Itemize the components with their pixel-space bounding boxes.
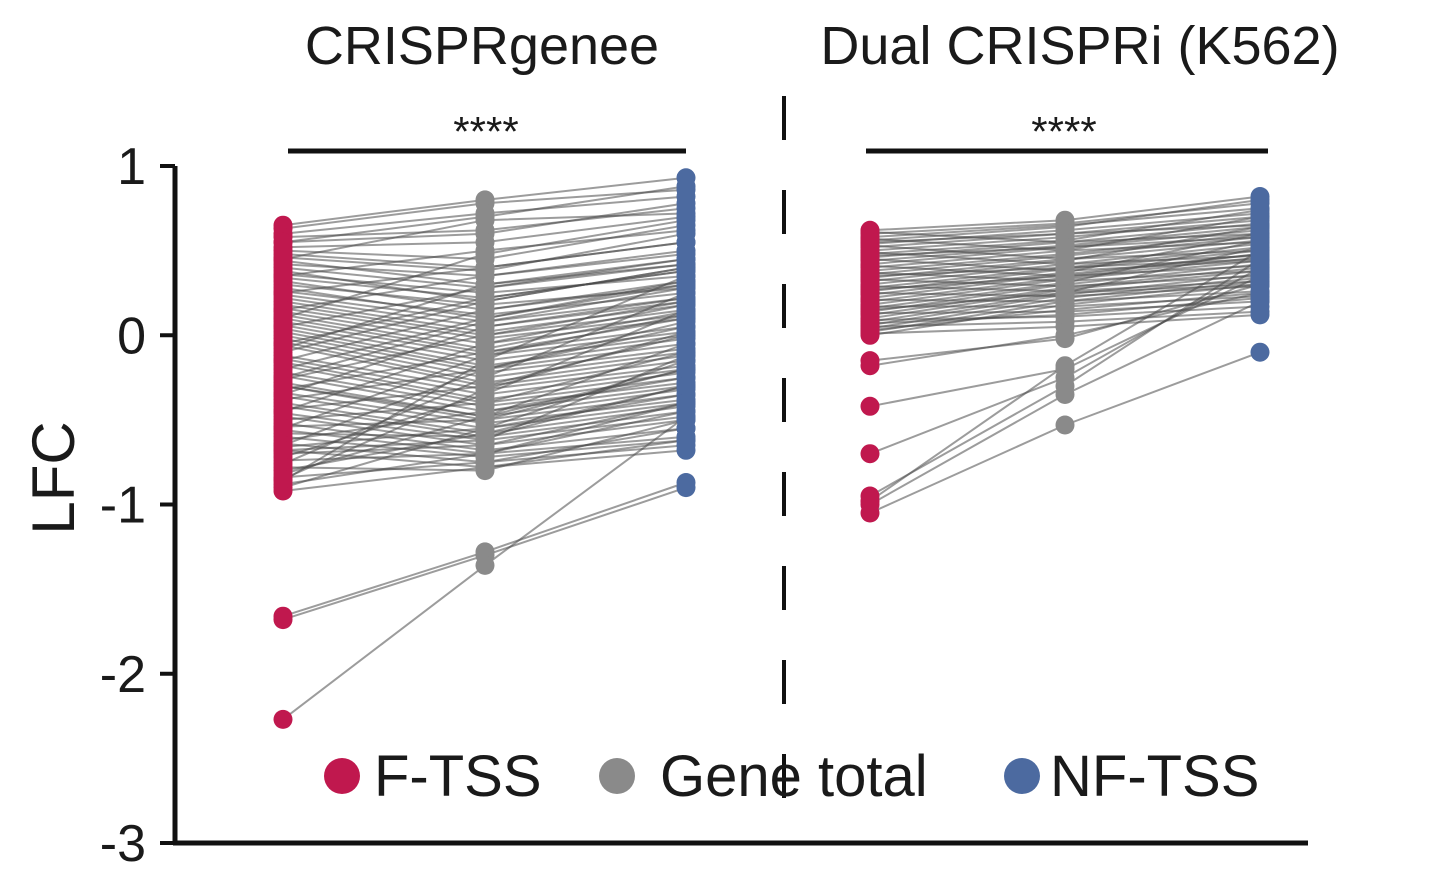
nf-tss-point (676, 210, 696, 230)
f-tss-point (273, 401, 293, 421)
f-tss-point (273, 610, 293, 630)
pair-lines (282, 176, 1261, 721)
legend-swatch-nf-tss (1004, 758, 1040, 794)
f-tss-point (860, 300, 880, 320)
y-tick-label: -3 (100, 815, 146, 873)
nf-tss-point (676, 393, 696, 413)
f-tss-point (273, 283, 293, 303)
gene-total-point (475, 457, 495, 477)
y-tick-label: -2 (100, 646, 146, 704)
nf-tss-point (676, 478, 696, 498)
nf-tss-point (1250, 227, 1270, 247)
gene-total-point (1055, 325, 1075, 345)
nf-tss-point (676, 176, 696, 196)
nf-tss-point (676, 376, 696, 396)
legend-swatch-f-tss (324, 758, 360, 794)
gene-total-point (475, 346, 495, 366)
f-tss-point (860, 396, 880, 416)
nf-tss-point (1250, 241, 1270, 261)
panel-title-2: Dual CRISPRi (K562) (820, 16, 1339, 76)
gene-total-point (1055, 237, 1075, 257)
nf-tss-point (676, 430, 696, 450)
f-tss-point (273, 440, 293, 460)
gene-total-point (475, 359, 495, 379)
gene-total-point (475, 430, 495, 450)
f-tss-point (860, 232, 880, 252)
gene-total-point (1055, 224, 1075, 244)
gene-total-point (1055, 415, 1075, 435)
y-tick-label: -1 (100, 477, 146, 535)
gene-total-point (475, 379, 495, 399)
f-tss-point (273, 232, 293, 252)
gene-total-point (1055, 385, 1075, 404)
f-tss-point (273, 308, 293, 328)
legend-label-nf-tss: NF-TSS (1050, 744, 1259, 809)
nf-tss-point (676, 407, 696, 426)
f-tss-point (860, 491, 880, 511)
legend-swatch-gene-total (599, 758, 635, 794)
f-tss-point (860, 266, 880, 286)
f-tss-point (273, 709, 293, 729)
f-tss-point (273, 418, 293, 438)
gene-total-point (475, 444, 495, 464)
panel-title-1: CRISPRgenee (305, 16, 659, 76)
legend-label-f-tss: F-TSS (374, 744, 542, 809)
y-axis-ticks: 1 0 -1 -2 -3 (100, 138, 175, 873)
legend: F-TSS Gene total NF-TSS (324, 744, 1259, 809)
nf-tss-point (1250, 291, 1270, 311)
nf-tss-point (676, 334, 696, 354)
data-points (273, 168, 1270, 729)
gene-total-point (1055, 266, 1075, 286)
f-tss-point (860, 246, 880, 266)
gene-total-point (1055, 305, 1075, 325)
gene-total-point (475, 407, 495, 426)
f-tss-point (860, 444, 880, 464)
f-tss-point (860, 313, 880, 333)
gene-total-point (475, 317, 495, 337)
gene-total-point (475, 244, 495, 264)
nf-tss-point (1250, 305, 1270, 325)
f-tss-point (273, 334, 293, 354)
y-tick-label: 1 (117, 138, 146, 196)
significance-label-2: **** (1031, 108, 1096, 155)
nf-tss-point (1250, 342, 1270, 362)
f-tss-point (273, 376, 293, 396)
f-tss-point (273, 266, 293, 286)
f-tss-point (860, 356, 880, 376)
f-tss-point (273, 249, 293, 269)
f-tss-point (273, 351, 293, 371)
gene-total-point (1055, 356, 1075, 376)
gene-total-point (475, 555, 495, 575)
significance-label-1: **** (453, 108, 518, 155)
f-tss-point (860, 280, 880, 300)
y-tick-label: 0 (117, 307, 146, 365)
f-tss-point (273, 469, 293, 489)
gene-total-point (475, 207, 495, 227)
y-axis-title: LFC (20, 421, 87, 534)
legend-label-gene-total: Gene total (660, 744, 928, 809)
gene-total-point (1055, 283, 1075, 303)
